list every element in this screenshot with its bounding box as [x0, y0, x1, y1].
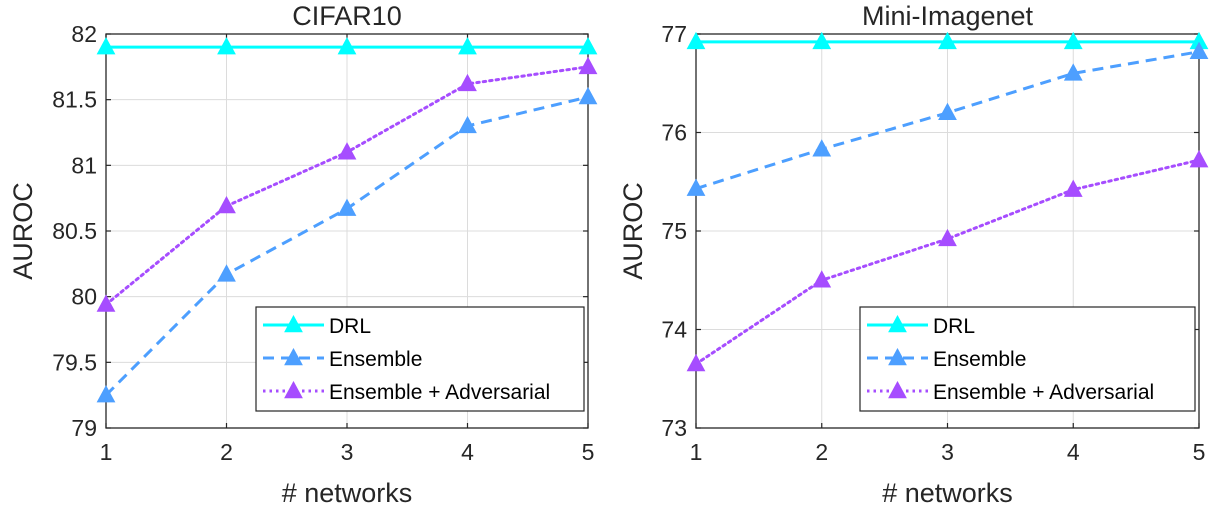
data-point [217, 37, 236, 55]
data-point [1063, 179, 1083, 197]
legend: DRL Ensemble Ensemble + Adversarial [255, 306, 585, 412]
data-point [96, 385, 116, 403]
x-tick-label: 5 [582, 439, 595, 465]
legend-label: Ensemble + Adversarial [329, 381, 550, 404]
data-point [938, 102, 957, 121]
legend-label: DRL [933, 315, 975, 338]
x-axis-label: # networks [282, 478, 413, 508]
legend-swatch-marker [284, 314, 303, 333]
x-axis-label: # networks [882, 478, 1013, 508]
data-point [337, 142, 357, 160]
legend: DRL Ensemble Ensemble + Adversarial [859, 306, 1196, 412]
data-point [938, 31, 957, 50]
y-tick-label: 81.5 [52, 87, 97, 113]
y-tick-label: 79 [71, 415, 97, 441]
x-tick-label: 2 [815, 439, 828, 465]
legend-label: Ensemble + Adversarial [933, 381, 1154, 404]
y-axis-label: AUROC [8, 182, 38, 280]
data-point [337, 37, 357, 55]
y-tick-label: 81 [71, 152, 97, 178]
data-point [686, 178, 706, 196]
data-point [1063, 31, 1083, 50]
legend-label: Ensemble [329, 348, 422, 371]
series-ensemble-adversarial [686, 150, 1209, 372]
data-point [217, 195, 236, 214]
data-point [578, 37, 598, 55]
data-point [458, 115, 477, 134]
data-point [812, 31, 832, 50]
data-point [337, 198, 357, 216]
y-axis-label: AUROC [618, 182, 648, 280]
series-ensemble [96, 86, 598, 403]
data-point [96, 294, 116, 312]
legend-swatch-marker [888, 314, 907, 333]
data-point [578, 56, 598, 75]
legend-swatch-marker [888, 380, 907, 399]
data-point [938, 228, 957, 247]
data-point [812, 139, 832, 157]
x-tick-label: 3 [941, 439, 954, 465]
x-tick-label: 1 [690, 439, 703, 465]
data-point [1063, 63, 1083, 81]
x-tick-label: 1 [100, 439, 113, 465]
chart-title: Mini-Imagenet [862, 1, 1034, 31]
data-point [1189, 150, 1209, 168]
x-tick-label: 4 [461, 439, 474, 465]
y-tick-label: 73 [661, 415, 687, 441]
chart-cifar10: 1 2 3 4 5 79 79.5 80 80.5 81 81.5 82 CIFAR10 # networ… [8, 1, 598, 508]
series-ensemble [686, 41, 1209, 196]
data-point [686, 31, 706, 50]
legend-label: DRL [329, 315, 371, 338]
legend-swatch-marker [284, 380, 303, 399]
x-tick-label: 3 [341, 439, 354, 465]
legend-label: Ensemble [933, 348, 1026, 371]
y-tick-label: 82 [71, 21, 97, 47]
series-drl [96, 37, 598, 55]
y-tick-label: 77 [661, 21, 687, 47]
y-tick-label: 74 [661, 317, 687, 343]
y-tick-label: 76 [661, 120, 687, 146]
y-tick-label: 75 [661, 218, 687, 244]
chart-title: CIFAR10 [292, 1, 402, 31]
series-drl [686, 31, 1209, 50]
x-tick-label: 5 [1193, 439, 1206, 465]
legend-swatch-marker [888, 347, 907, 366]
data-point [458, 73, 477, 92]
data-point [217, 264, 236, 282]
y-tick-label: 79.5 [52, 349, 97, 375]
x-tick-label: 2 [220, 439, 233, 465]
data-point [458, 37, 477, 55]
data-point [1189, 41, 1209, 59]
chart-mini-imagenet: 1 2 3 4 5 73 74 75 76 77 Mini-Imagenet # networks AU… [618, 1, 1209, 508]
y-tick-label: 80 [71, 284, 97, 310]
legend-swatch-marker [284, 347, 303, 366]
series-ensemble-adversarial [96, 56, 598, 312]
data-point [686, 353, 706, 372]
x-tick-label: 4 [1067, 439, 1080, 465]
data-point [96, 37, 116, 55]
data-point [578, 86, 598, 105]
data-point [812, 270, 832, 288]
y-tick-label: 80.5 [52, 218, 97, 244]
